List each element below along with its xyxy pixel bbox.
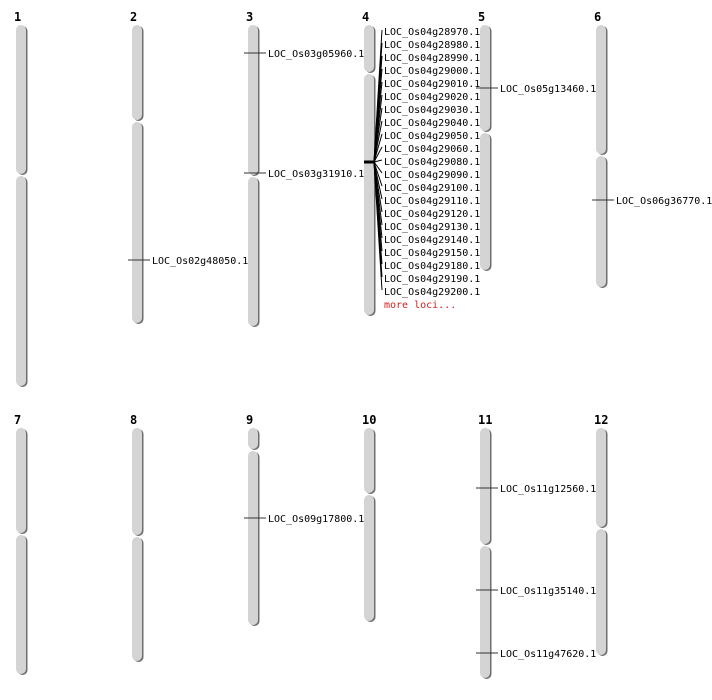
chromosome-label: 3 [246,10,253,24]
chromosome-p-arm[interactable] [248,25,258,175]
marker-label[interactable]: LOC_Os04g29100.1 [384,183,480,194]
chromosome-p-arm[interactable] [16,25,26,174]
chromosome-q-arm[interactable] [16,176,26,386]
chromosome-p-arm[interactable] [364,25,374,72]
marker-label[interactable]: LOC_Os04g29030.1 [384,105,480,116]
marker-label[interactable]: LOC_Os04g29140.1 [384,235,480,246]
more-loci-link[interactable]: more loci... [384,300,456,311]
marker-label[interactable]: LOC_Os05g13460.1 [500,84,596,95]
marker-label[interactable]: LOC_Os04g29150.1 [384,248,480,259]
marker-label[interactable]: LOC_Os02g48050.1 [152,256,248,267]
chromosome-label: 7 [14,413,21,427]
marker-label[interactable]: LOC_Os04g29110.1 [384,196,480,207]
marker-connector [373,146,383,163]
marker-label[interactable]: LOC_Os04g29080.1 [384,157,480,168]
chromosome-q-arm[interactable] [596,529,606,655]
marker-label[interactable]: LOC_Os03g31910.1 [268,169,364,180]
marker-label[interactable]: LOC_Os04g29060.1 [384,144,480,155]
marker-connector [373,161,383,291]
marker-label[interactable]: LOC_Os04g29130.1 [384,222,480,233]
chromosome-p-arm[interactable] [132,25,142,120]
chromosome-label: 12 [594,413,608,427]
chromosome-label: 5 [478,10,485,24]
marker-label[interactable]: LOC_Os11g35140.1 [500,586,596,597]
chromosome-label: 11 [478,413,492,427]
marker-label[interactable]: LOC_Os09g17800.1 [268,514,364,525]
chromosome-q-arm[interactable] [248,451,258,625]
marker-label[interactable]: LOC_Os04g29200.1 [384,287,480,298]
chromosome-p-arm[interactable] [596,428,606,527]
marker-label[interactable]: LOC_Os11g47620.1 [500,649,596,660]
marker-connector [373,120,383,163]
chromosome-p-arm[interactable] [480,428,490,544]
marker-label[interactable]: LOC_Os04g29010.1 [384,79,480,90]
chromosome-label: 9 [246,413,253,427]
chromosome-label: 1 [14,10,21,24]
chromosome-q-arm[interactable] [364,74,374,315]
chromosome-label: 2 [130,10,137,24]
chromosome-label: 8 [130,413,137,427]
chromosome-label: 6 [594,10,601,24]
chromosome-q-arm[interactable] [480,546,490,678]
marker-label[interactable]: LOC_Os04g28970.1 [384,27,480,38]
chromosome-label: 4 [362,10,369,24]
chromosome-p-arm[interactable] [364,428,374,493]
marker-label[interactable]: LOC_Os06g36770.1 [616,196,712,207]
chromosome-p-arm[interactable] [480,25,490,131]
marker-label[interactable]: LOC_Os04g28980.1 [384,40,480,51]
chromosome-p-arm[interactable] [16,428,26,533]
marker-label[interactable]: LOC_Os04g29120.1 [384,209,480,220]
chromosome-q-arm[interactable] [132,122,142,323]
marker-connector [373,133,383,163]
chromosome-p-arm[interactable] [132,428,142,535]
marker-label[interactable]: LOC_Os04g29020.1 [384,92,480,103]
marker-label[interactable]: LOC_Os11g12560.1 [500,484,596,495]
marker-label[interactable]: LOC_Os04g28990.1 [384,53,480,64]
chromosome-q-arm[interactable] [480,133,490,270]
marker-label[interactable]: LOC_Os04g29190.1 [384,274,480,285]
chromosome-label: 10 [362,413,376,427]
marker-connector [373,161,383,174]
chromosome-p-arm[interactable] [596,25,606,154]
chromosome-q-arm[interactable] [132,537,142,661]
marker-label[interactable]: LOC_Os04g29180.1 [384,261,480,272]
chromosome-q-arm[interactable] [364,495,374,621]
marker-connector [373,159,383,163]
chromosome-q-arm[interactable] [248,177,258,326]
chromosome-q-arm[interactable] [596,156,606,287]
chromosome-q-arm[interactable] [16,535,26,674]
marker-label[interactable]: LOC_Os04g29000.1 [384,66,480,77]
chromosome-p-arm[interactable] [248,428,258,449]
marker-label[interactable]: LOC_Os03g05960.1 [268,49,364,60]
marker-label[interactable]: LOC_Os04g29040.1 [384,118,480,129]
marker-label[interactable]: LOC_Os04g29050.1 [384,131,480,142]
marker-label[interactable]: LOC_Os04g29090.1 [384,170,480,181]
